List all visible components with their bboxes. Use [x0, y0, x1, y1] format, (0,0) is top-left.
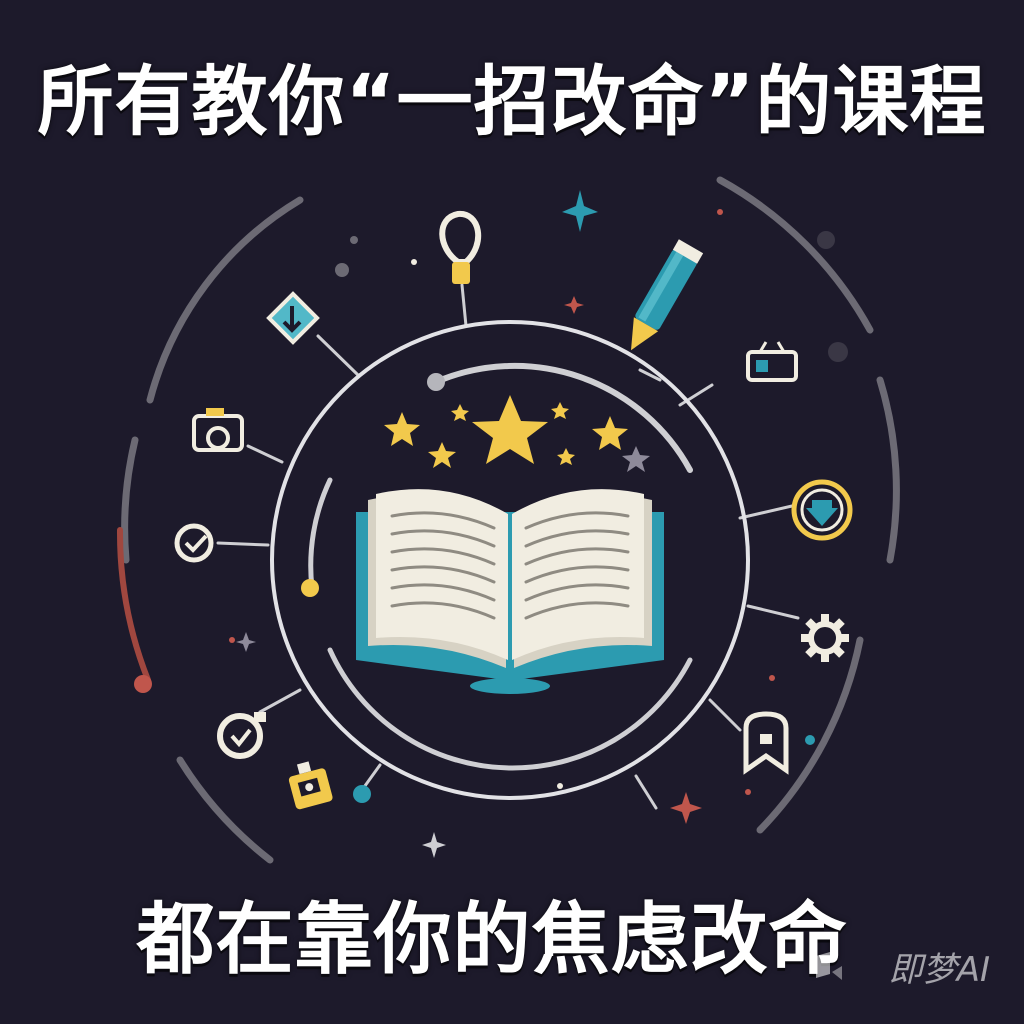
- checkmark-badge-icon: [174, 523, 214, 563]
- headline-bottom: 都在靠你的焦虑改命: [136, 895, 848, 985]
- teal-dot: [353, 785, 371, 803]
- device-icon: [746, 341, 798, 382]
- download-icon: [791, 479, 853, 541]
- diamond-arrow-icon: [266, 291, 320, 345]
- sparkles: [236, 190, 702, 858]
- star-icon: [557, 448, 575, 465]
- main-ring: [270, 320, 750, 800]
- scattered-dots: [229, 209, 848, 795]
- camera-icon: [192, 408, 244, 452]
- connectors: [216, 283, 800, 810]
- check-bulb-icon: [217, 712, 266, 759]
- outer-ring: [121, 176, 900, 864]
- watermark: 即梦AI: [888, 950, 990, 990]
- open-book-icon: [356, 489, 664, 694]
- star-icon: [622, 446, 650, 472]
- gear-icon: [801, 614, 849, 662]
- outer-ring-red-arc: [116, 527, 151, 683]
- pencil-icon: [631, 239, 704, 351]
- red-dot: [134, 675, 152, 693]
- lightbulb-icon: [439, 210, 482, 284]
- star-icon: [551, 402, 569, 419]
- robot-icon: [288, 761, 333, 810]
- star-cluster: [384, 395, 628, 468]
- star-icon: [592, 416, 628, 450]
- star-icon: [384, 412, 420, 446]
- watermark-logo-icon: [816, 952, 842, 980]
- star-icon: [472, 395, 548, 464]
- inner-arc-bottom: [327, 647, 693, 771]
- star-icon: [451, 404, 469, 421]
- headline-top: 所有教你“一招改命”的课程: [37, 57, 987, 146]
- ring-knob-yellow: [301, 579, 319, 597]
- star-icon: [428, 442, 456, 468]
- ring-knob-grey: [427, 373, 445, 391]
- shield-icon: [743, 711, 789, 775]
- inner-arc-left: [308, 477, 333, 591]
- inner-arc-top: [433, 362, 693, 473]
